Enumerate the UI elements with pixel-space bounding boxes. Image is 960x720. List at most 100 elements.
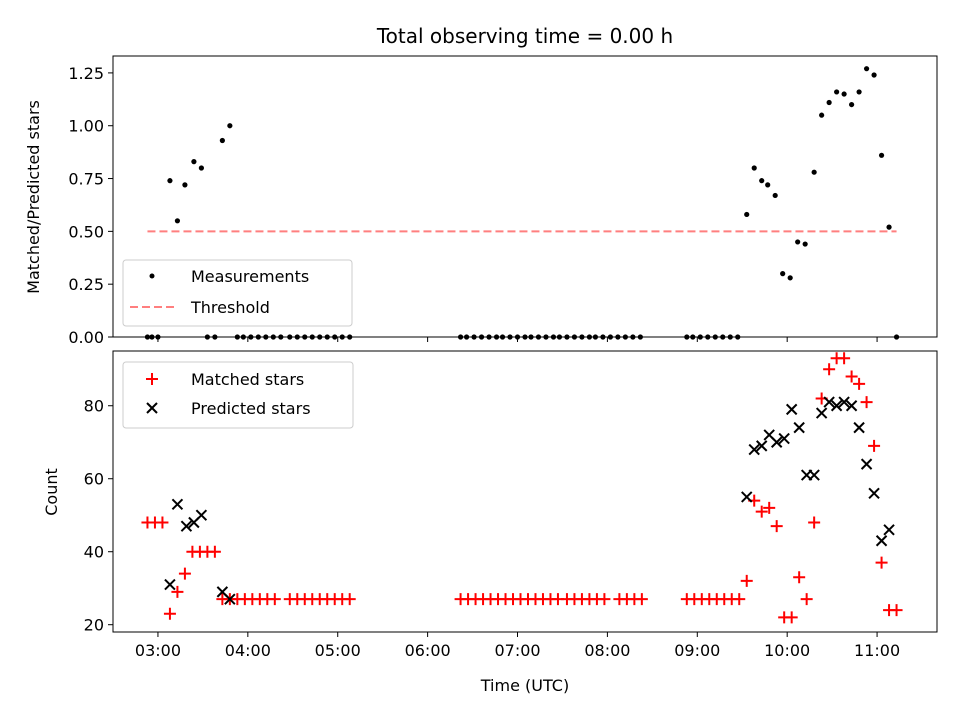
top-measurement-point bbox=[787, 275, 793, 281]
bottom-predicted-point bbox=[808, 469, 820, 481]
bottom-matched-point bbox=[171, 585, 184, 598]
top-measurement-point bbox=[772, 192, 778, 199]
bottom-predicted-point bbox=[860, 458, 873, 470]
top-measurement-point bbox=[802, 241, 808, 247]
top-y-tick-label: 0.75 bbox=[68, 170, 104, 189]
bottom-matched-point bbox=[800, 593, 813, 606]
bottom-matched-point bbox=[598, 593, 611, 606]
bottom-y-tick-label: 80 bbox=[84, 397, 104, 416]
top-measurement-point bbox=[780, 271, 786, 277]
bottom-matched-point bbox=[838, 352, 851, 365]
bottom-y-tick-label: 20 bbox=[84, 616, 104, 635]
x-tick-label: 11:00 bbox=[854, 641, 900, 660]
x-tick-label: 05:00 bbox=[315, 641, 361, 660]
top-measurement-point bbox=[191, 159, 197, 165]
bottom-matched-point bbox=[823, 363, 836, 376]
top-measurement-point bbox=[751, 165, 757, 171]
legend-matched-marker bbox=[146, 373, 158, 385]
top-measurement-point bbox=[174, 218, 181, 224]
bottom-panel: 20 40 60 80 03:00 04:00 05:00 06:00 07:00 08:00 09… bbox=[84, 350, 938, 660]
bottom-predicted-point bbox=[815, 407, 828, 419]
top-measurement-point bbox=[878, 152, 885, 158]
bottom-matched-point bbox=[763, 501, 776, 514]
legend-measurements-label: Measurements bbox=[191, 267, 309, 286]
top-measurement-point bbox=[849, 101, 855, 108]
bottom-matched-point bbox=[268, 593, 281, 606]
top-measurement-point bbox=[856, 89, 862, 95]
legend-threshold-label: Threshold bbox=[190, 298, 270, 317]
bottom-matched-point bbox=[755, 505, 768, 518]
bottom-matched-point bbox=[208, 545, 221, 558]
top-y-tick-label: 0.25 bbox=[68, 275, 104, 294]
top-y-tick-label: 0.50 bbox=[68, 222, 104, 241]
bottom-predicted-point bbox=[770, 436, 783, 448]
top-measurement-point bbox=[759, 178, 765, 184]
top-measurement-point bbox=[819, 112, 825, 118]
bottom-matched-point bbox=[733, 593, 746, 606]
bottom-matched-point bbox=[178, 567, 191, 580]
top-measurement-point bbox=[811, 169, 817, 175]
top-measurement-point bbox=[795, 239, 801, 245]
bottom-matched-point bbox=[860, 396, 873, 409]
top-plot-frame bbox=[112, 55, 938, 338]
x-tick-label: 07:00 bbox=[494, 641, 540, 660]
top-measurement-point bbox=[182, 182, 188, 188]
bottom-matched-point bbox=[890, 604, 903, 617]
bottom-predicted-point bbox=[793, 421, 805, 434]
bottom-matched-point bbox=[853, 377, 866, 390]
top-measurement-point bbox=[227, 123, 233, 129]
bottom-matched-point bbox=[793, 571, 806, 584]
bottom-predicted-point bbox=[845, 400, 858, 412]
top-y-tick-label: 0.00 bbox=[68, 328, 104, 347]
x-axis-label: Time (UTC) bbox=[480, 676, 569, 695]
top-measurement-point bbox=[198, 165, 204, 171]
bottom-predicted-point bbox=[171, 498, 184, 510]
top-measurement-point bbox=[765, 182, 771, 188]
top-measurement-point bbox=[826, 99, 832, 106]
top-measurement-point bbox=[871, 72, 877, 78]
bottom-predicted-point bbox=[868, 487, 880, 500]
bottom-predicted-point bbox=[778, 432, 790, 445]
bottom-matched-point bbox=[740, 574, 753, 587]
bottom-predicted-point bbox=[164, 578, 176, 591]
top-measurement-point bbox=[167, 178, 173, 184]
bottom-y-tick-label: 60 bbox=[84, 470, 104, 489]
top-measurement-point bbox=[834, 89, 840, 95]
top-legend: Measurements Threshold bbox=[122, 259, 353, 327]
bottom-predicted-point bbox=[883, 524, 895, 536]
legend-predicted-marker bbox=[146, 402, 158, 414]
bottom-matched-point bbox=[156, 516, 169, 529]
top-measurement-point bbox=[841, 91, 847, 97]
bottom-predicted-point bbox=[748, 443, 760, 456]
top-y-axis-label: Matched/Predicted stars bbox=[24, 100, 43, 294]
bottom-matched-point bbox=[343, 593, 356, 606]
top-chart-title: Total observing time = 0.00 h bbox=[376, 24, 673, 48]
bottom-matched-point bbox=[845, 370, 858, 383]
top-panel: 0.00 0.25 0.50 0.75 1.00 1.25 bbox=[68, 55, 938, 347]
top-measurement-point bbox=[886, 224, 892, 230]
x-tick-label: 10:00 bbox=[764, 641, 810, 660]
top-y-tick-label: 1.00 bbox=[68, 117, 104, 136]
bottom-plot-frame bbox=[112, 350, 938, 633]
x-tick-label: 09:00 bbox=[674, 641, 720, 660]
bottom-y-axis-label: Count bbox=[42, 468, 61, 516]
x-tick-label: 03:00 bbox=[135, 641, 181, 660]
bottom-matched-point bbox=[875, 556, 888, 569]
bottom-predicted-point bbox=[741, 491, 753, 503]
bottom-matched-point bbox=[770, 520, 783, 533]
bottom-predicted-point bbox=[195, 509, 208, 521]
bottom-predicted-point bbox=[853, 421, 865, 434]
legend-predicted-label: Predicted stars bbox=[191, 399, 311, 418]
legend-measurements-marker bbox=[149, 273, 155, 279]
x-tick-label: 08:00 bbox=[584, 641, 630, 660]
bottom-matched-point bbox=[808, 516, 821, 529]
top-measurement-point bbox=[744, 211, 750, 218]
bottom-predicted-point bbox=[823, 396, 835, 408]
top-y-tick-label: 1.25 bbox=[68, 64, 104, 83]
bottom-predicted-point bbox=[875, 535, 888, 547]
x-tick-label: 04:00 bbox=[225, 641, 271, 660]
x-tick-label: 06:00 bbox=[405, 641, 451, 660]
bottom-predicted-point bbox=[756, 440, 768, 452]
